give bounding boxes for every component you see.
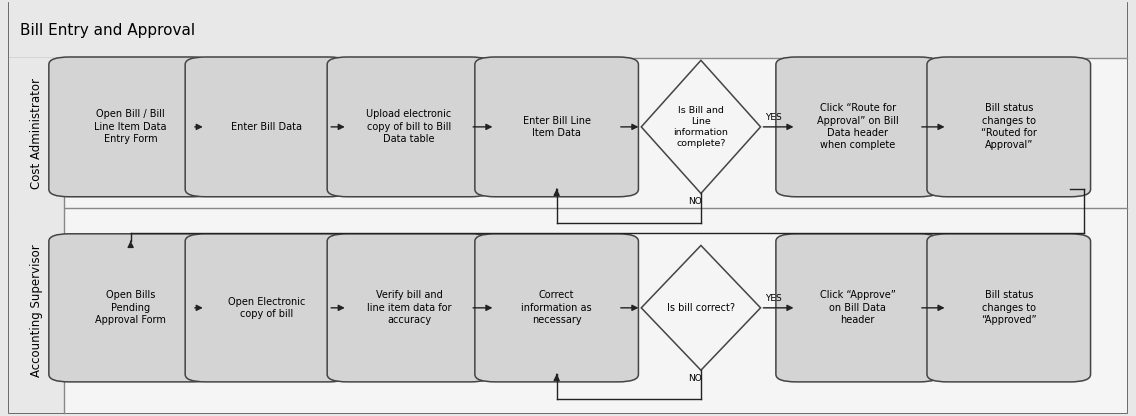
Polygon shape — [641, 60, 761, 193]
FancyBboxPatch shape — [185, 57, 349, 197]
FancyBboxPatch shape — [776, 234, 939, 382]
FancyBboxPatch shape — [49, 234, 212, 382]
FancyBboxPatch shape — [927, 234, 1091, 382]
Text: Upload electronic
copy of bill to Bill
Data table: Upload electronic copy of bill to Bill D… — [366, 109, 452, 144]
FancyBboxPatch shape — [927, 57, 1091, 197]
Text: Bill status
changes to
“Routed for
Approval”: Bill status changes to “Routed for Appro… — [980, 103, 1037, 151]
Polygon shape — [641, 245, 761, 370]
Text: NO: NO — [688, 374, 702, 383]
Text: YES: YES — [766, 113, 782, 122]
Text: Bill Entry and Approval: Bill Entry and Approval — [20, 23, 195, 38]
FancyBboxPatch shape — [327, 234, 491, 382]
Text: Open Bills
Pending
Approval Form: Open Bills Pending Approval Form — [95, 290, 166, 325]
Text: Correct
information as
necessary: Correct information as necessary — [521, 290, 592, 325]
Text: Verify bill and
line item data for
accuracy: Verify bill and line item data for accur… — [367, 290, 451, 325]
FancyBboxPatch shape — [185, 234, 349, 382]
FancyBboxPatch shape — [9, 58, 1127, 208]
FancyBboxPatch shape — [475, 234, 638, 382]
Text: Click “Route for
Approval” on Bill
Data header
when complete: Click “Route for Approval” on Bill Data … — [817, 103, 899, 151]
Text: Is bill correct?: Is bill correct? — [667, 303, 735, 313]
FancyBboxPatch shape — [9, 208, 1127, 413]
Text: YES: YES — [766, 294, 782, 303]
FancyBboxPatch shape — [9, 208, 64, 413]
Text: NO: NO — [688, 197, 702, 206]
FancyBboxPatch shape — [475, 57, 638, 197]
Text: Open Electronic
copy of bill: Open Electronic copy of bill — [228, 297, 306, 319]
FancyBboxPatch shape — [9, 58, 64, 208]
Text: Accounting Supervisor: Accounting Supervisor — [30, 244, 43, 377]
FancyBboxPatch shape — [327, 57, 491, 197]
FancyBboxPatch shape — [49, 57, 212, 197]
Text: Cost Administrator: Cost Administrator — [30, 78, 43, 188]
FancyBboxPatch shape — [776, 57, 939, 197]
Text: Is Bill and
Line
information
complete?: Is Bill and Line information complete? — [674, 106, 728, 148]
Text: Enter Bill Line
Item Data: Enter Bill Line Item Data — [523, 116, 591, 138]
Text: Enter Bill Data: Enter Bill Data — [232, 122, 302, 132]
Text: Open Bill / Bill
Line Item Data
Entry Form: Open Bill / Bill Line Item Data Entry Fo… — [94, 109, 167, 144]
FancyBboxPatch shape — [9, 3, 1127, 413]
Text: Click “Approve”
on Bill Data
header: Click “Approve” on Bill Data header — [820, 290, 895, 325]
FancyBboxPatch shape — [9, 0, 1127, 58]
Text: Bill status
changes to
“Approved”: Bill status changes to “Approved” — [982, 290, 1036, 325]
